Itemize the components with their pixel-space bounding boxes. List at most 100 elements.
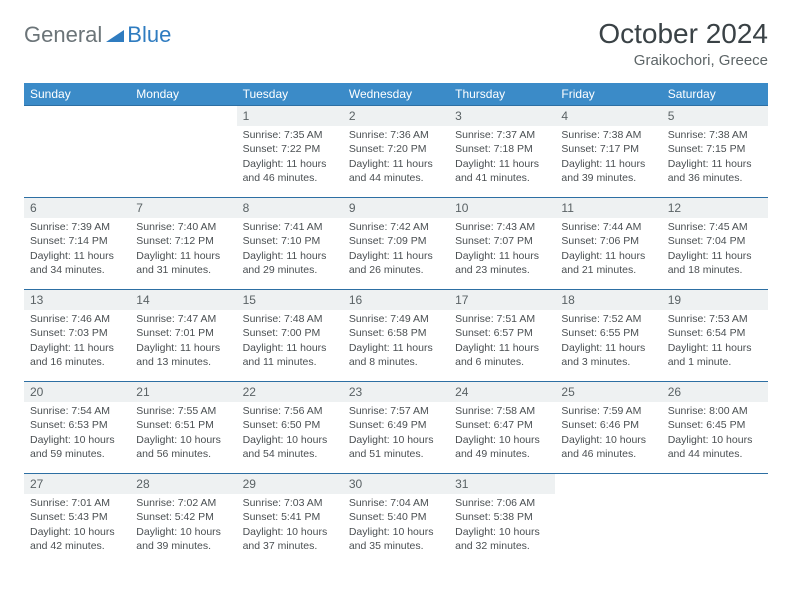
day-number: 12	[662, 198, 768, 218]
sunrise-line: Sunrise: 7:40 AM	[136, 220, 230, 234]
sunrise-line: Sunrise: 7:47 AM	[136, 312, 230, 326]
day-content: Sunrise: 7:54 AMSunset: 6:53 PMDaylight:…	[24, 402, 130, 465]
sunset-line: Sunset: 6:58 PM	[349, 326, 443, 340]
day-content: Sunrise: 7:02 AMSunset: 5:42 PMDaylight:…	[130, 494, 236, 557]
calendar-day-cell: 6Sunrise: 7:39 AMSunset: 7:14 PMDaylight…	[24, 198, 130, 290]
sunrise-line: Sunrise: 7:43 AM	[455, 220, 549, 234]
sunset-line: Sunset: 7:15 PM	[668, 142, 762, 156]
day-content: Sunrise: 8:00 AMSunset: 6:45 PMDaylight:…	[662, 402, 768, 465]
logo-triangle-icon	[106, 22, 124, 48]
sunrise-line: Sunrise: 7:35 AM	[243, 128, 337, 142]
sunset-line: Sunset: 7:17 PM	[561, 142, 655, 156]
sunrise-line: Sunrise: 7:01 AM	[30, 496, 124, 510]
sunrise-line: Sunrise: 7:46 AM	[30, 312, 124, 326]
day-content: Sunrise: 7:49 AMSunset: 6:58 PMDaylight:…	[343, 310, 449, 373]
calendar-empty-cell	[555, 474, 661, 566]
day-content: Sunrise: 7:38 AMSunset: 7:15 PMDaylight:…	[662, 126, 768, 189]
daylight-line: Daylight: 11 hours and 8 minutes.	[349, 341, 443, 369]
calendar-day-cell: 11Sunrise: 7:44 AMSunset: 7:06 PMDayligh…	[555, 198, 661, 290]
header: General Blue October 2024 Graikochori, G…	[24, 18, 768, 69]
daylight-line: Daylight: 11 hours and 26 minutes.	[349, 249, 443, 277]
sunset-line: Sunset: 6:49 PM	[349, 418, 443, 432]
sunset-line: Sunset: 6:45 PM	[668, 418, 762, 432]
sunset-line: Sunset: 7:22 PM	[243, 142, 337, 156]
day-content: Sunrise: 7:48 AMSunset: 7:00 PMDaylight:…	[237, 310, 343, 373]
day-content: Sunrise: 7:58 AMSunset: 6:47 PMDaylight:…	[449, 402, 555, 465]
day-number: 6	[24, 198, 130, 218]
calendar-day-cell: 22Sunrise: 7:56 AMSunset: 6:50 PMDayligh…	[237, 382, 343, 474]
calendar-day-cell: 13Sunrise: 7:46 AMSunset: 7:03 PMDayligh…	[24, 290, 130, 382]
day-number: 4	[555, 106, 661, 126]
daylight-line: Daylight: 11 hours and 11 minutes.	[243, 341, 337, 369]
day-content: Sunrise: 7:45 AMSunset: 7:04 PMDaylight:…	[662, 218, 768, 281]
day-content: Sunrise: 7:37 AMSunset: 7:18 PMDaylight:…	[449, 126, 555, 189]
sunrise-line: Sunrise: 7:56 AM	[243, 404, 337, 418]
sunset-line: Sunset: 7:20 PM	[349, 142, 443, 156]
day-content: Sunrise: 7:04 AMSunset: 5:40 PMDaylight:…	[343, 494, 449, 557]
daylight-line: Daylight: 11 hours and 44 minutes.	[349, 157, 443, 185]
calendar-day-cell: 20Sunrise: 7:54 AMSunset: 6:53 PMDayligh…	[24, 382, 130, 474]
daylight-line: Daylight: 10 hours and 56 minutes.	[136, 433, 230, 461]
calendar-day-cell: 21Sunrise: 7:55 AMSunset: 6:51 PMDayligh…	[130, 382, 236, 474]
daylight-line: Daylight: 10 hours and 49 minutes.	[455, 433, 549, 461]
calendar-empty-cell	[662, 474, 768, 566]
calendar-day-cell: 23Sunrise: 7:57 AMSunset: 6:49 PMDayligh…	[343, 382, 449, 474]
sunset-line: Sunset: 5:43 PM	[30, 510, 124, 524]
weekday-header: Saturday	[662, 83, 768, 106]
sunrise-line: Sunrise: 7:38 AM	[561, 128, 655, 142]
day-content: Sunrise: 7:47 AMSunset: 7:01 PMDaylight:…	[130, 310, 236, 373]
daylight-line: Daylight: 11 hours and 1 minute.	[668, 341, 762, 369]
weekday-header: Friday	[555, 83, 661, 106]
day-number: 1	[237, 106, 343, 126]
day-number: 7	[130, 198, 236, 218]
day-number: 5	[662, 106, 768, 126]
calendar-day-cell: 10Sunrise: 7:43 AMSunset: 7:07 PMDayligh…	[449, 198, 555, 290]
day-number: 9	[343, 198, 449, 218]
day-number: 15	[237, 290, 343, 310]
daylight-line: Daylight: 10 hours and 51 minutes.	[349, 433, 443, 461]
day-content: Sunrise: 7:46 AMSunset: 7:03 PMDaylight:…	[24, 310, 130, 373]
day-number: 20	[24, 382, 130, 402]
sunrise-line: Sunrise: 7:41 AM	[243, 220, 337, 234]
day-number: 29	[237, 474, 343, 494]
daylight-line: Daylight: 11 hours and 3 minutes.	[561, 341, 655, 369]
sunrise-line: Sunrise: 7:45 AM	[668, 220, 762, 234]
location-subtitle: Graikochori, Greece	[598, 52, 768, 69]
daylight-line: Daylight: 11 hours and 13 minutes.	[136, 341, 230, 369]
logo-text-blue: Blue	[127, 22, 171, 48]
calendar-day-cell: 25Sunrise: 7:59 AMSunset: 6:46 PMDayligh…	[555, 382, 661, 474]
daylight-line: Daylight: 11 hours and 21 minutes.	[561, 249, 655, 277]
sunset-line: Sunset: 7:01 PM	[136, 326, 230, 340]
calendar-day-cell: 19Sunrise: 7:53 AMSunset: 6:54 PMDayligh…	[662, 290, 768, 382]
sunrise-line: Sunrise: 7:51 AM	[455, 312, 549, 326]
day-number: 10	[449, 198, 555, 218]
sunrise-line: Sunrise: 7:03 AM	[243, 496, 337, 510]
sunset-line: Sunset: 6:47 PM	[455, 418, 549, 432]
day-number: 24	[449, 382, 555, 402]
sunrise-line: Sunrise: 7:58 AM	[455, 404, 549, 418]
weekday-header: Sunday	[24, 83, 130, 106]
day-number: 8	[237, 198, 343, 218]
calendar-day-cell: 24Sunrise: 7:58 AMSunset: 6:47 PMDayligh…	[449, 382, 555, 474]
weekday-header: Monday	[130, 83, 236, 106]
day-number: 2	[343, 106, 449, 126]
logo: General Blue	[24, 22, 171, 48]
sunset-line: Sunset: 5:41 PM	[243, 510, 337, 524]
daylight-line: Daylight: 11 hours and 34 minutes.	[30, 249, 124, 277]
sunrise-line: Sunrise: 7:57 AM	[349, 404, 443, 418]
daylight-line: Daylight: 11 hours and 23 minutes.	[455, 249, 549, 277]
calendar-week-row: 1 Sunrise: 7:35 AMSunset: 7:22 PM Daylight…	[24, 106, 768, 198]
sunset-line: Sunset: 7:04 PM	[668, 234, 762, 248]
calendar-day-cell: 5Sunrise: 7:38 AMSunset: 7:15 PMDaylight…	[662, 106, 768, 198]
daylight-line: Daylight: 10 hours and 42 minutes.	[30, 525, 124, 553]
day-content: Sunrise: 7:06 AMSunset: 5:38 PMDaylight:…	[449, 494, 555, 557]
calendar-day-cell: 1Sunrise: 7:35 AMSunset: 7:22 PMDaylight…	[237, 106, 343, 198]
day-number: 25	[555, 382, 661, 402]
sunrise-line: Sunrise: 7:48 AM	[243, 312, 337, 326]
sunrise-line: Sunrise: 7:04 AM	[349, 496, 443, 510]
sunset-line: Sunset: 7:06 PM	[561, 234, 655, 248]
month-title: October 2024	[598, 18, 768, 50]
day-content: Sunrise: 7:39 AMSunset: 7:14 PMDaylight:…	[24, 218, 130, 281]
calendar-day-cell: 8Sunrise: 7:41 AMSunset: 7:10 PMDaylight…	[237, 198, 343, 290]
day-content: Sunrise: 7:53 AMSunset: 6:54 PMDaylight:…	[662, 310, 768, 373]
